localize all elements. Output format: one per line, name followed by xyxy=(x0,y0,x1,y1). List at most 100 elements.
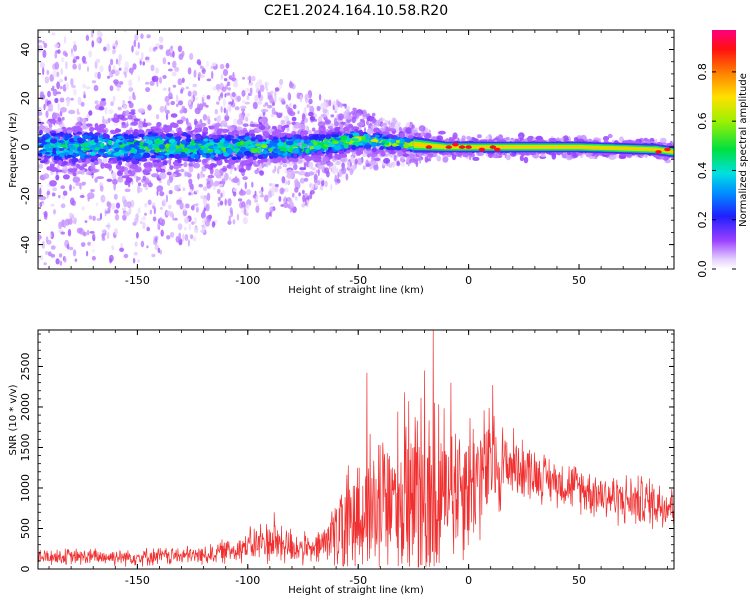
heatmap-cell xyxy=(123,67,129,74)
heatmap-cell xyxy=(105,224,111,228)
heatmap-cell xyxy=(383,157,391,164)
heatmap-cell xyxy=(56,91,62,95)
heatmap-cell xyxy=(305,96,308,104)
heatmap-cell xyxy=(172,60,177,69)
heatmap-cell xyxy=(237,118,242,125)
heatmap-cell xyxy=(102,157,108,164)
heatmap-cell xyxy=(160,229,164,237)
heatmap-cell xyxy=(445,138,449,142)
heatmap-cell xyxy=(177,100,184,106)
heatmap-cell xyxy=(58,221,62,230)
heatmap-cell xyxy=(106,43,110,52)
heatmap-cell xyxy=(226,81,231,87)
heatmap-cell xyxy=(131,45,134,53)
heatmap-cell xyxy=(224,172,229,181)
heatmap-cell xyxy=(183,205,186,212)
heatmap-cell xyxy=(189,53,194,60)
heatmap-cell xyxy=(122,214,127,221)
heatmap-cell xyxy=(258,190,263,194)
heatmap-cell xyxy=(179,109,185,114)
heatmap-cell xyxy=(114,214,120,221)
heatmap-cell xyxy=(60,107,67,113)
heatmap-cell xyxy=(68,218,73,225)
heatmap-cell xyxy=(59,260,63,266)
heatmap-cell xyxy=(145,59,151,63)
heatmap-cell xyxy=(147,199,152,206)
heatmap-cell xyxy=(188,181,191,188)
heatmap-cell xyxy=(388,128,397,132)
heatmap-cell xyxy=(347,105,350,110)
heatmap-cell xyxy=(259,194,265,198)
heatmap-cell xyxy=(318,125,326,133)
heatmap-cell xyxy=(43,103,46,111)
heatmap-cell xyxy=(356,122,365,127)
heatmap-cell xyxy=(147,182,153,188)
heatmap-cell xyxy=(39,187,42,196)
heatmap-cell xyxy=(274,87,280,92)
heatmap-cell xyxy=(218,183,224,187)
heatmap-cell xyxy=(294,179,299,188)
heatmap-cell xyxy=(106,178,113,182)
heatmap-cell xyxy=(184,203,190,209)
heatmap-cell xyxy=(98,106,105,111)
heatmap-cell xyxy=(132,257,136,264)
heatmap-cell xyxy=(294,196,298,201)
heatmap-cell xyxy=(184,227,187,231)
heatmap-cell xyxy=(222,189,225,197)
heatmap-cell xyxy=(64,168,69,172)
heatmap-cell xyxy=(49,74,54,82)
heatmap-cell xyxy=(113,79,119,85)
heatmap-cell xyxy=(334,174,338,182)
heatmap-cell xyxy=(198,183,203,188)
heatmap-cell xyxy=(427,158,432,162)
heatmap-cell xyxy=(224,198,227,206)
heatmap-cell xyxy=(282,101,286,105)
heatmap-cell xyxy=(97,71,101,80)
heatmap-cell xyxy=(187,67,192,75)
heatmap-cell xyxy=(299,167,306,171)
heatmap-cell xyxy=(345,115,353,120)
heatmap-cell xyxy=(282,163,288,168)
heatmap-cell xyxy=(144,186,149,191)
heatmap-cell xyxy=(245,164,251,171)
heatmap-cell xyxy=(133,118,141,122)
heatmap-cell xyxy=(127,169,132,174)
heatmap-cell xyxy=(142,122,148,128)
heatmap-cell xyxy=(452,132,458,140)
heatmap-cell xyxy=(91,255,96,261)
heatmap-cell xyxy=(144,212,147,216)
heatmap-cell xyxy=(159,76,162,84)
heatmap-cell xyxy=(212,86,217,91)
heatmap-cell xyxy=(362,165,366,170)
heatmap-cell xyxy=(291,130,296,136)
heatmap-cell xyxy=(110,101,114,107)
heatmap-cell xyxy=(38,30,41,34)
heatmap-cell xyxy=(183,107,188,114)
heatmap-cell xyxy=(201,224,205,228)
heatmap-cell xyxy=(229,207,233,214)
heatmap-cell xyxy=(121,175,130,179)
heatmap-cell xyxy=(116,86,121,92)
heatmap-cell xyxy=(288,157,293,162)
heatmap-cell xyxy=(64,76,67,81)
heatmap-cell xyxy=(255,205,260,213)
heatmap-cell xyxy=(304,202,307,206)
heatmap-cell xyxy=(73,44,77,52)
heatmap-cell xyxy=(222,68,229,77)
heatmap-cell xyxy=(317,164,326,168)
heatmap-cell xyxy=(59,253,63,258)
heatmap-cell xyxy=(303,109,307,114)
heatmap-cell xyxy=(607,133,613,139)
heatmap-cell xyxy=(248,129,256,135)
heatmap-cell xyxy=(304,155,311,161)
heatmap-cell xyxy=(72,171,77,177)
heatmap-cell xyxy=(47,90,51,98)
heatmap-cell xyxy=(418,125,426,132)
heatmap-cell xyxy=(283,115,287,120)
heatmap-cell xyxy=(57,117,62,123)
heatmap-cell xyxy=(86,229,90,236)
heatmap-cell xyxy=(291,192,295,198)
heatmap-cell xyxy=(234,106,240,111)
heatmap-cell xyxy=(291,116,297,122)
heatmap-cell xyxy=(184,234,189,241)
